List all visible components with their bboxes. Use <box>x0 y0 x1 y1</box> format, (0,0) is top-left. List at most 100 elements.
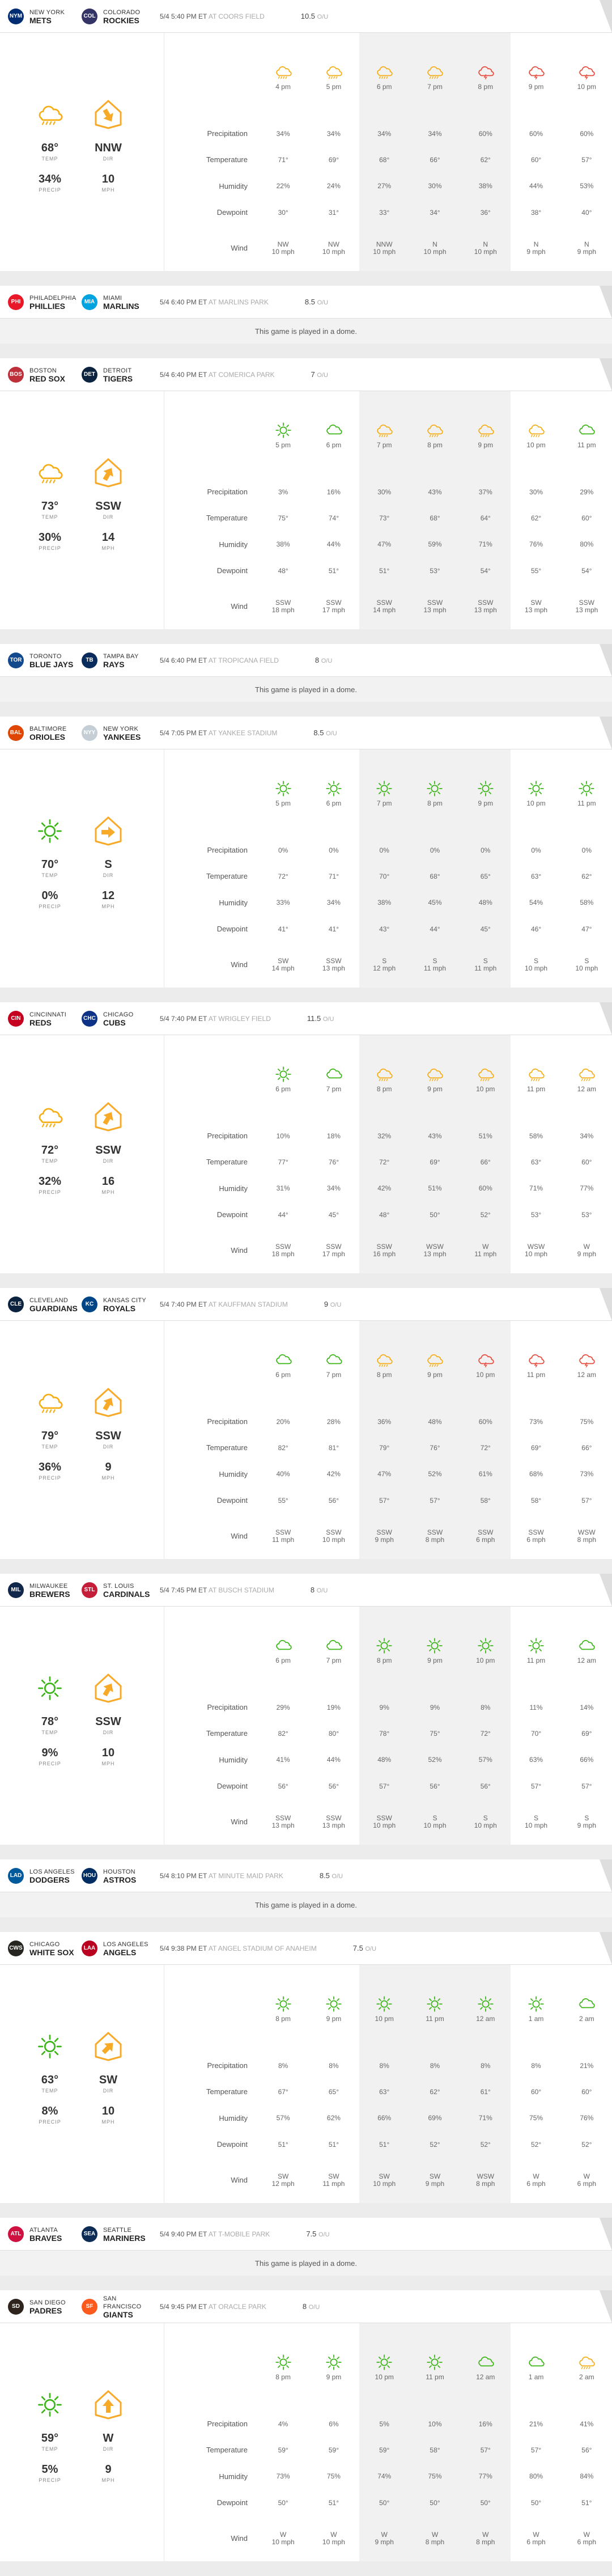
team-logo-icon: PHI <box>8 294 24 310</box>
dewpoint-cell: 51° <box>328 566 339 575</box>
row-label: DIR <box>103 1730 114 1735</box>
sun-icon <box>274 421 293 438</box>
storm-icon <box>476 1350 495 1368</box>
home-team[interactable]: SF SAN FRANCISCO GIANTS <box>82 2295 152 2319</box>
away-team[interactable]: LAD LOS ANGELES DODGERS <box>8 1867 78 1884</box>
away-team[interactable]: PHI PHILADELPHIA PHILLIES <box>8 294 78 310</box>
summary-mph: 14 <box>101 531 115 544</box>
temp-cell: 56° <box>581 2446 592 2454</box>
precip-cell: 6% <box>329 2420 339 2428</box>
home-team[interactable]: HOU HOUSTON ASTROS <box>82 1867 152 1884</box>
row-label: Precipitation <box>207 1132 248 1141</box>
hour-cell: 6 pm <box>258 1035 308 1122</box>
away-team[interactable]: MIL MILWAUKEE BREWERS <box>8 1582 78 1598</box>
home-team[interactable]: DET DETROIT TIGERS <box>82 366 152 383</box>
away-team[interactable]: TOR TORONTO BLUE JAYS <box>8 652 78 668</box>
humidity-cell: 42% <box>359 1175 410 1202</box>
row-label: Wind <box>231 1532 248 1541</box>
summary-precip: 30% <box>38 531 62 544</box>
humidity-cell: 71% <box>460 531 511 558</box>
team-city: SAN FRANCISCO <box>103 2295 142 2310</box>
row-label: TEMP <box>41 514 58 520</box>
home-team[interactable]: CHC CHICAGO CUBS <box>82 1010 152 1027</box>
temp-cell: 68° <box>409 863 461 890</box>
wind-cell: S 10 mph <box>460 1799 511 1845</box>
summary-temp: 72° <box>41 1144 59 1156</box>
game-time: 5/4 8:10 PM ET AT MINUTE MAID PARK <box>160 1871 283 1880</box>
dewpoint-cell: 41° <box>278 925 288 933</box>
home-team[interactable]: NYY NEW YORK YANKEES <box>82 724 152 741</box>
rain-icon <box>375 1065 394 1082</box>
venue: AT WRIGLEY FIELD <box>208 1014 271 1023</box>
away-team[interactable]: CLE CLEVELAND GUARDIANS <box>8 1296 78 1312</box>
temp-cell: 68° <box>359 146 410 173</box>
temp-cell: 60° <box>581 2087 592 2096</box>
rain-icon <box>476 421 495 438</box>
storm-icon <box>526 62 546 80</box>
team-city: BALTIMORE <box>29 725 67 732</box>
dome-notice: This game is played in a dome. <box>0 319 612 344</box>
away-team[interactable]: BOS BOSTON RED SOX <box>8 366 78 383</box>
rain-icon <box>425 421 444 438</box>
wind-cell: SSW 10 mph <box>359 1799 410 1845</box>
cloud-icon <box>476 2353 495 2370</box>
game-header: PHI PHILADELPHIA PHILLIES MIA MIAMI MARL… <box>0 286 612 319</box>
venue: AT TROPICANA FIELD <box>208 656 279 664</box>
dewpoint-cell: 50° <box>409 2489 461 2516</box>
humidity-cell: 42% <box>326 1470 341 1478</box>
summary-precip: 34% <box>38 173 62 185</box>
temp-cell: 64° <box>460 505 511 532</box>
wind-cell: SW 14 mph <box>271 956 295 972</box>
precip-cell: 29% <box>580 488 594 496</box>
row-label: Precipitation <box>207 846 248 855</box>
away-team[interactable]: CIN CINCINNATI REDS <box>8 1010 78 1027</box>
temp-cell: 67° <box>278 2087 288 2096</box>
home-team[interactable]: COL COLORADO ROCKIES <box>82 8 152 24</box>
game-time: 5/4 7:05 PM ET AT YANKEE STADIUM <box>160 728 278 737</box>
away-team[interactable]: SD SAN DIEGO PADRES <box>8 2298 78 2315</box>
precip-cell: 8% <box>359 2052 410 2079</box>
team-city: COLORADO <box>103 9 141 16</box>
away-team[interactable]: NYM NEW YORK METS <box>8 8 78 24</box>
home-team[interactable]: KC KANSAS CITY ROYALS <box>82 1296 152 1312</box>
hour-cell: 12 am <box>562 1607 612 1694</box>
storm-icon <box>577 62 596 80</box>
hour-cell: 11 pm <box>409 1965 461 2053</box>
dewpoint-cell: 54° <box>460 557 511 584</box>
wind-direction-icon <box>95 1102 122 1132</box>
home-team[interactable]: MIA MIAMI MARLINS <box>82 294 152 310</box>
precip-cell: 8% <box>278 2061 288 2070</box>
summary-temp: 63° <box>41 2074 59 2086</box>
dewpoint-cell: 52° <box>581 2140 592 2149</box>
precip-cell: 0% <box>359 837 410 863</box>
humidity-cell: 62% <box>326 2114 341 2122</box>
temp-cell: 80° <box>328 1729 339 1738</box>
humidity-cell: 30% <box>409 173 461 200</box>
home-team[interactable]: STL ST. LOUIS CARDINALS <box>82 1582 152 1598</box>
away-team[interactable]: CWS CHICAGO WHITE SOX <box>8 1940 78 1956</box>
home-team[interactable]: LAA LOS ANGELES ANGELS <box>82 1940 152 1956</box>
team-city: NEW YORK <box>103 725 139 732</box>
hour-cell: 8 pm <box>460 33 511 121</box>
home-team[interactable]: TB TAMPA BAY RAYS <box>82 652 152 668</box>
wind-cell: W 10 mph <box>322 2530 345 2546</box>
game-time: 5/4 6:40 PM ET AT MARLINS PARK <box>160 298 269 306</box>
row-label: MPH <box>101 2477 115 2483</box>
summary-temp: 59° <box>41 2432 59 2444</box>
precip-cell: 4% <box>278 2420 288 2428</box>
dewpoint-cell: 53° <box>530 1210 542 1219</box>
home-team[interactable]: SEA SEATTLE MARINERS <box>82 2226 152 2242</box>
rain-icon <box>526 421 546 438</box>
temp-cell: 69° <box>530 1443 542 1452</box>
away-team[interactable]: BAL BALTIMORE ORIOLES <box>8 724 78 741</box>
hour-cell: 8 pm <box>359 1321 410 1409</box>
dewpoint-cell: 51° <box>328 2140 339 2149</box>
hour-cell: 8 pm <box>409 749 461 837</box>
team-city: SAN DIEGO <box>29 2299 66 2306</box>
row-label <box>164 1035 258 1122</box>
summary-mph: 10 <box>101 173 115 185</box>
wind-cell: S 10 mph <box>575 956 598 972</box>
away-team[interactable]: ATL ATLANTA BRAVES <box>8 2226 78 2242</box>
dewpoint-cell: 53° <box>581 1210 592 1219</box>
hour-cell: 1 am <box>511 2323 561 2410</box>
